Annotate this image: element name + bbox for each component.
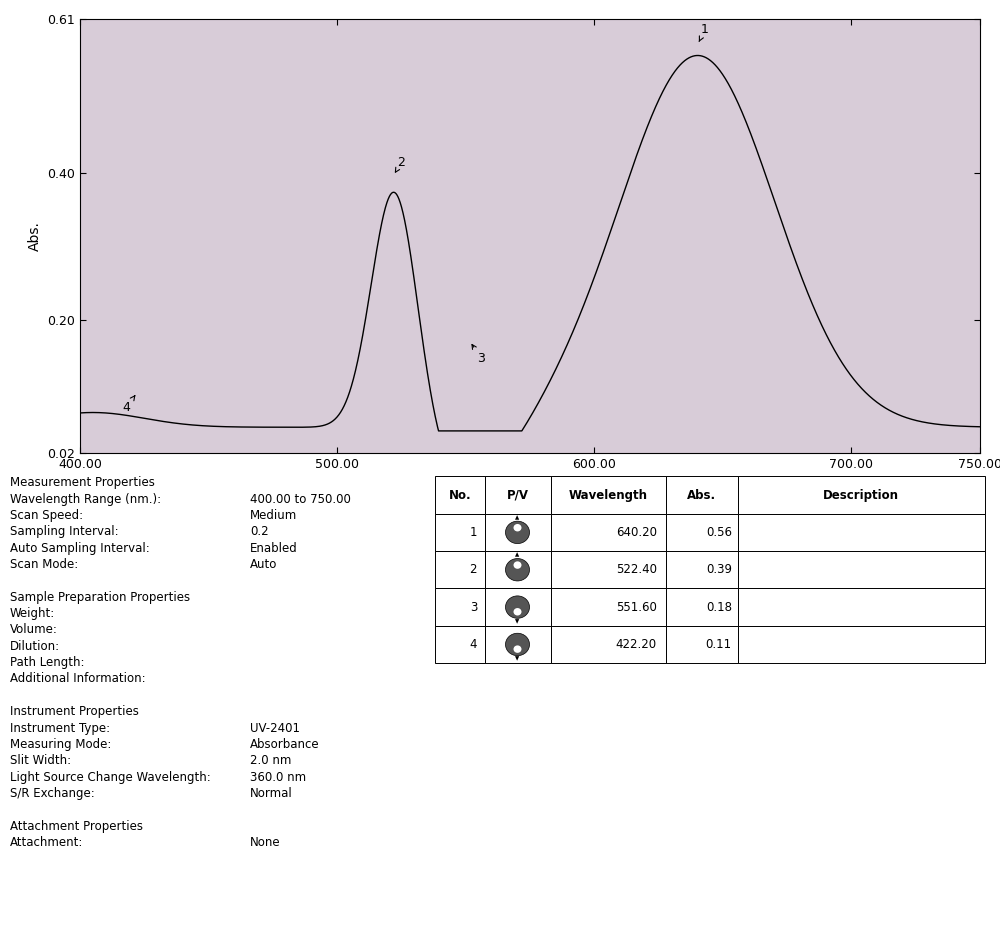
Text: Volume:: Volume: [10, 624, 58, 636]
Text: 3: 3 [470, 601, 477, 614]
Text: 551.60: 551.60 [616, 601, 657, 614]
Text: Description: Description [823, 488, 899, 502]
Y-axis label: Abs.: Abs. [28, 221, 42, 250]
Text: 360.0 nm: 360.0 nm [250, 771, 306, 784]
Text: Scan Mode:: Scan Mode: [10, 559, 78, 571]
Text: P/V: P/V [507, 488, 528, 502]
Text: 1: 1 [470, 526, 477, 539]
Text: Path Length:: Path Length: [10, 656, 84, 669]
Text: 3: 3 [472, 345, 485, 365]
Text: 1: 1 [699, 23, 709, 41]
Text: Instrument Type:: Instrument Type: [10, 721, 110, 734]
Text: UV-2401: UV-2401 [250, 721, 300, 734]
Text: Attachment Properties: Attachment Properties [10, 820, 143, 832]
Text: Attachment:: Attachment: [10, 836, 83, 849]
Text: ▼: ▼ [515, 657, 520, 661]
X-axis label: nm.: nm. [517, 476, 543, 490]
Text: Sampling Interval:: Sampling Interval: [10, 525, 119, 538]
Text: 0.39: 0.39 [706, 563, 732, 576]
Text: Light Source Change Wavelength:: Light Source Change Wavelength: [10, 771, 211, 784]
Text: Wavelength Range (nm.):: Wavelength Range (nm.): [10, 493, 161, 505]
Text: Dilution:: Dilution: [10, 640, 60, 653]
Text: Normal: Normal [250, 786, 293, 800]
Text: S/R Exchange:: S/R Exchange: [10, 786, 95, 800]
Text: ▲: ▲ [515, 553, 520, 558]
Text: Weight:: Weight: [10, 607, 55, 620]
Text: Abs.: Abs. [687, 488, 716, 502]
Text: 0.11: 0.11 [706, 638, 732, 651]
Text: Absorbance: Absorbance [250, 738, 320, 751]
Text: Instrument Properties: Instrument Properties [10, 705, 139, 718]
Text: Measurement Properties: Measurement Properties [10, 476, 155, 489]
Text: No.: No. [448, 488, 471, 502]
Text: Scan Speed:: Scan Speed: [10, 509, 83, 522]
Text: Sample Preparation Properties: Sample Preparation Properties [10, 590, 190, 603]
Text: 522.40: 522.40 [616, 563, 657, 576]
Text: 640.20: 640.20 [616, 526, 657, 539]
Text: None: None [250, 836, 281, 849]
Text: 2: 2 [395, 156, 405, 172]
Text: 4: 4 [470, 638, 477, 651]
Text: 4: 4 [122, 396, 135, 414]
Text: 0.2: 0.2 [250, 525, 269, 538]
Text: Auto Sampling Interval:: Auto Sampling Interval: [10, 542, 150, 555]
Text: 0.56: 0.56 [706, 526, 732, 539]
Text: ▲: ▲ [515, 516, 520, 520]
Text: Enabled: Enabled [250, 542, 298, 555]
Text: 2: 2 [470, 563, 477, 576]
Text: Measuring Mode:: Measuring Mode: [10, 738, 111, 751]
Text: Wavelength: Wavelength [569, 488, 648, 502]
Text: ▼: ▼ [515, 619, 520, 624]
Text: 2.0 nm: 2.0 nm [250, 755, 291, 767]
Text: 0.18: 0.18 [706, 601, 732, 614]
Text: Auto: Auto [250, 559, 277, 571]
Text: Medium: Medium [250, 509, 297, 522]
Text: Additional Information:: Additional Information: [10, 672, 146, 686]
Text: 400.00 to 750.00: 400.00 to 750.00 [250, 493, 351, 505]
Text: 422.20: 422.20 [616, 638, 657, 651]
Text: Slit Width:: Slit Width: [10, 755, 71, 767]
